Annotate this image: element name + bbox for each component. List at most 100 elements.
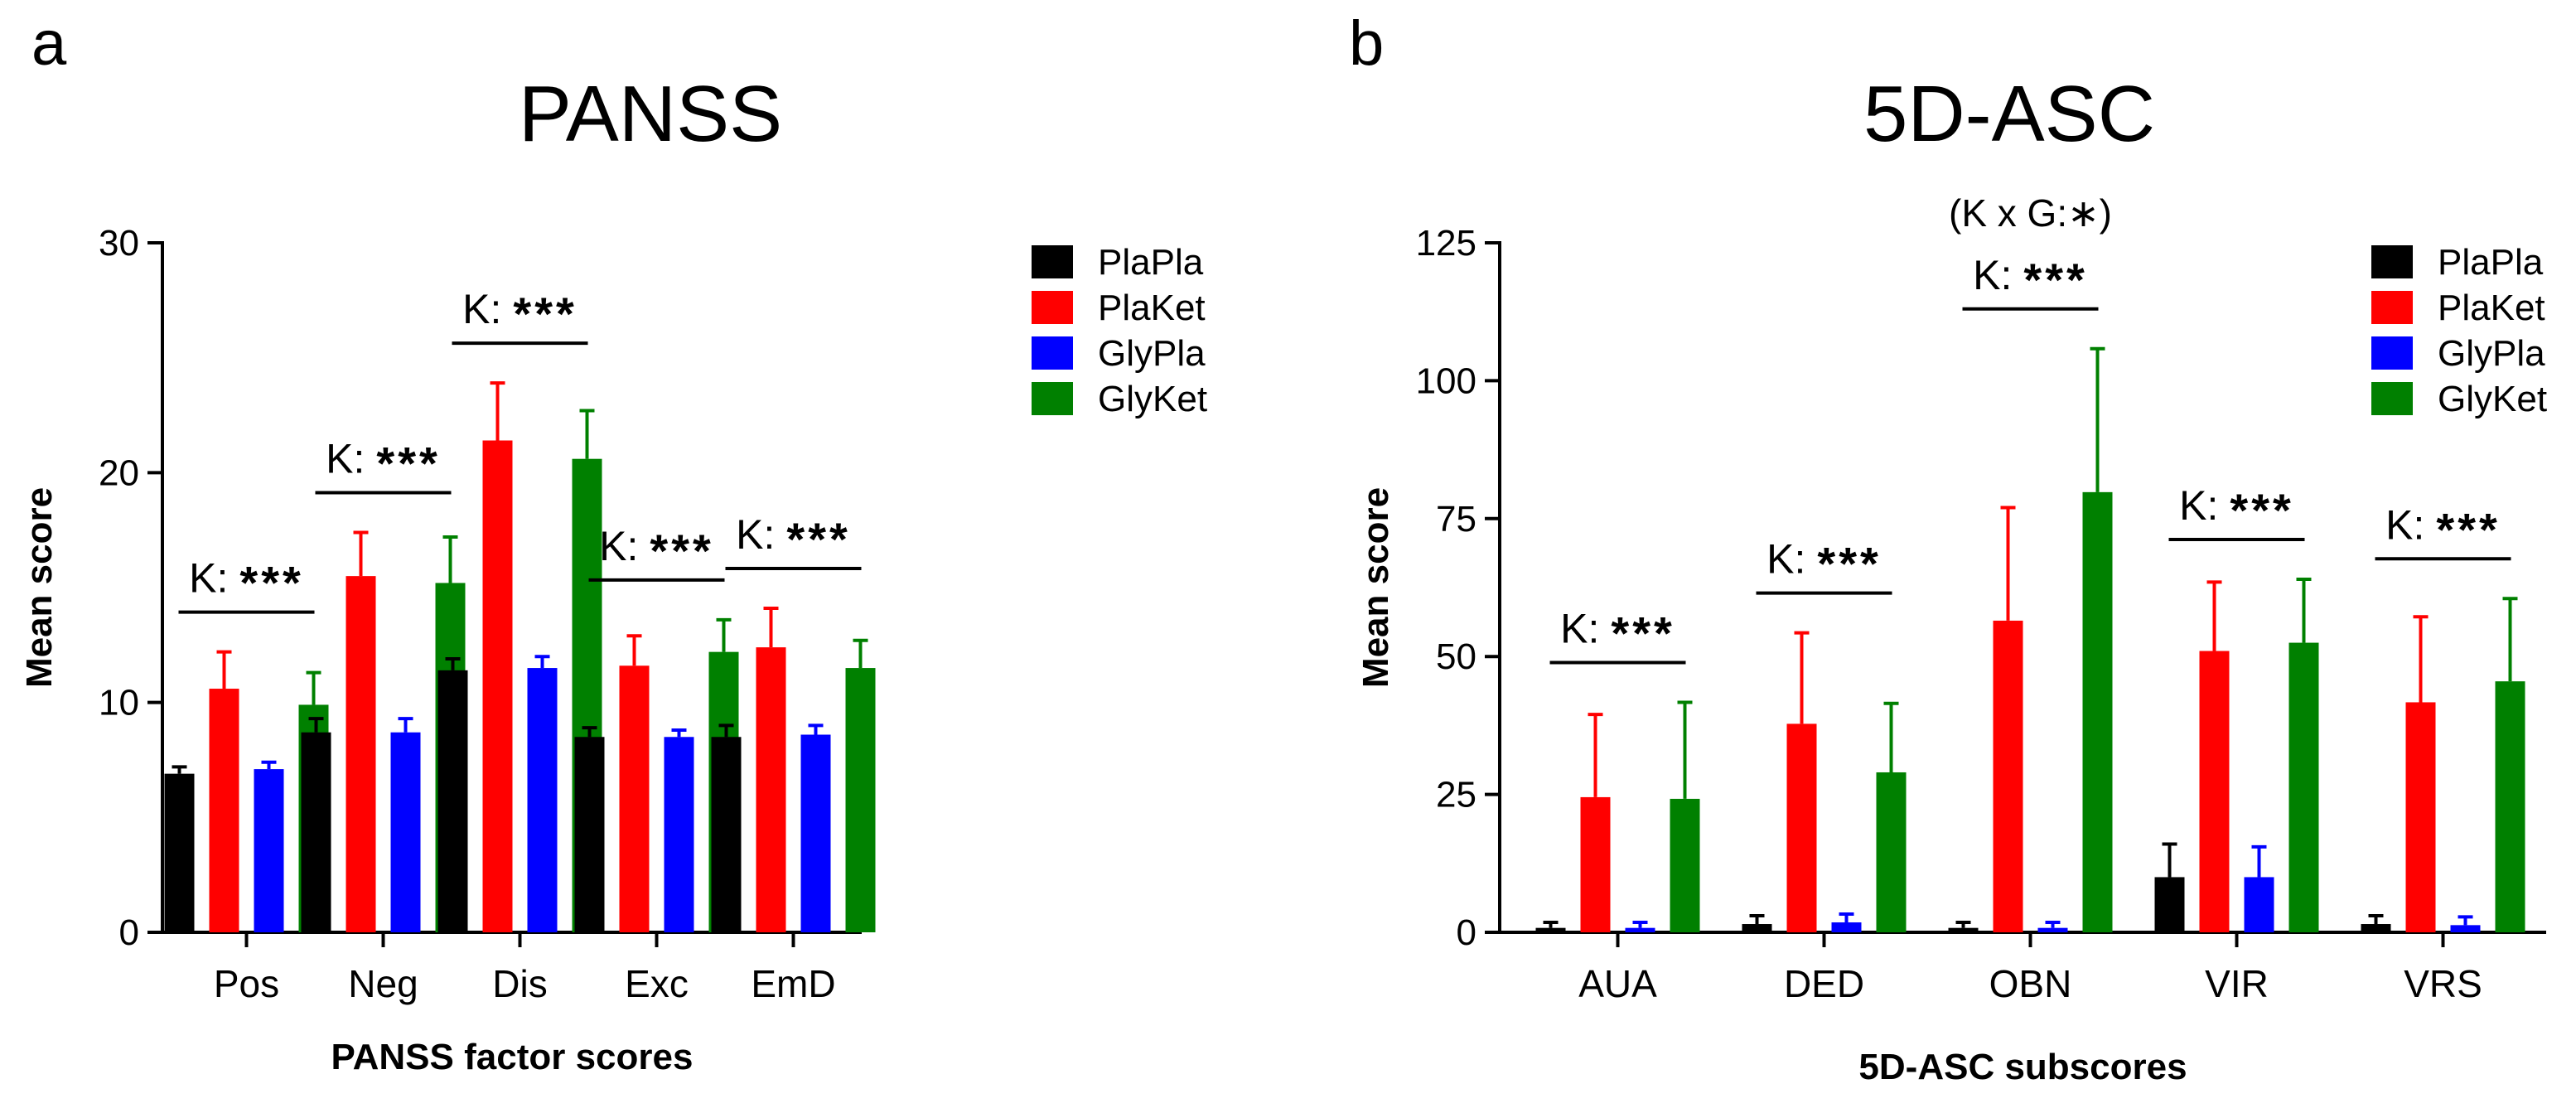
bar-PlaKet xyxy=(209,689,239,932)
legend-label-PlaPla: PlaPla xyxy=(1098,242,1204,283)
significance-stars: *** xyxy=(239,557,303,609)
bar-GlyKet xyxy=(1876,772,1907,932)
x-category-label: VRS xyxy=(2404,962,2482,1005)
significance-stars: *** xyxy=(2436,503,2500,555)
bar-GlyPla xyxy=(2037,927,2068,932)
legend-swatch-GlyPla xyxy=(2371,336,2413,370)
significance-stars: *** xyxy=(650,525,713,577)
bar-GlyKet xyxy=(2288,642,2319,932)
legend-swatch-PlaKet xyxy=(2371,291,2413,324)
y-tick-label: 0 xyxy=(119,912,139,953)
legend-label-PlaPla: PlaPla xyxy=(2438,242,2544,283)
x-category-label: EmD xyxy=(751,962,835,1005)
significance-k-label: K: xyxy=(2179,482,2218,529)
y-tick-label: 10 xyxy=(99,683,139,723)
bar-PlaPla xyxy=(164,773,195,932)
bar-GlyKet xyxy=(2082,491,2113,932)
significance-stars: *** xyxy=(786,513,850,565)
bar-GlyPla xyxy=(527,668,558,932)
bar-PlaKet xyxy=(1786,723,1817,932)
legend-swatch-PlaPla xyxy=(2371,245,2413,278)
legend-swatch-GlyKet xyxy=(2371,382,2413,415)
panel-letter: a xyxy=(31,8,67,79)
significance-k-label: K: xyxy=(1560,605,1599,651)
x-axis-title: 5D-ASC subscores xyxy=(1858,1047,2187,1087)
bar-GlyPla xyxy=(800,734,831,932)
legend-label-GlyPla: GlyPla xyxy=(2438,333,2545,374)
x-category-label: OBN xyxy=(1989,962,2072,1005)
y-tick-label: 125 xyxy=(1416,223,1476,264)
bar-GlyPla xyxy=(390,732,421,932)
y-tick-label: 100 xyxy=(1416,360,1476,401)
x-category-label: Dis xyxy=(492,962,547,1005)
bar-PlaPla xyxy=(2361,924,2391,932)
bar-GlyKet xyxy=(845,668,876,932)
bar-PlaKet xyxy=(2405,702,2436,932)
significance-k-label: K: xyxy=(326,435,365,481)
significance-stars: *** xyxy=(376,437,440,489)
significance-k-label: K: xyxy=(599,523,638,569)
y-axis-title: Mean score xyxy=(1356,487,1396,688)
bar-PlaKet xyxy=(1580,796,1611,932)
significance-label: K: *** xyxy=(1560,605,1675,659)
legend-swatch-PlaKet xyxy=(1032,291,1073,324)
significance-stars: *** xyxy=(2230,484,2293,536)
bar-PlaPla xyxy=(301,732,331,932)
bar-PlaKet xyxy=(619,665,650,932)
interaction-label: (K x G:∗) xyxy=(1949,191,2112,235)
significance-k-label: K: xyxy=(189,555,228,602)
bar-GlyPla xyxy=(1831,922,1862,932)
legend-swatch-GlyPla xyxy=(1032,336,1073,370)
bar-PlaKet xyxy=(482,440,513,932)
x-category-label: AUA xyxy=(1578,962,1657,1005)
significance-k-label: K: xyxy=(736,511,775,558)
bar-PlaPla xyxy=(1948,927,1979,932)
y-tick-label: 25 xyxy=(1436,775,1476,815)
significance-label: K: *** xyxy=(2385,501,2501,555)
bar-PlaPla xyxy=(437,670,468,932)
legend-swatch-GlyKet xyxy=(1032,382,1073,415)
x-category-label: VIR xyxy=(2205,962,2269,1005)
legend-label-PlaKet: PlaKet xyxy=(2438,288,2545,328)
panel-letter: b xyxy=(1349,8,1384,79)
legend-label-PlaKet: PlaKet xyxy=(1098,288,1206,328)
legend-label-GlyPla: GlyPla xyxy=(1098,333,1206,374)
bar-PlaPla xyxy=(574,737,605,932)
y-tick-label: 75 xyxy=(1436,499,1476,539)
y-tick-label: 50 xyxy=(1436,636,1476,677)
legend-label-GlyKet: GlyKet xyxy=(2438,379,2547,419)
significance-k-label: K: xyxy=(462,286,501,332)
significance-stars: *** xyxy=(2023,254,2087,306)
significance-label: K: *** xyxy=(189,555,304,609)
significance-label: K: *** xyxy=(1766,536,1882,590)
bar-GlyPla xyxy=(664,737,694,932)
x-category-label: Neg xyxy=(348,962,418,1005)
significance-label: K: *** xyxy=(1973,252,2088,306)
y-tick-label: 30 xyxy=(99,223,139,264)
y-tick-label: 0 xyxy=(1457,912,1476,953)
bar-PlaPla xyxy=(1742,924,1772,932)
bar-PlaKet xyxy=(2199,651,2230,932)
significance-k-label: K: xyxy=(2385,501,2424,548)
legend-label-GlyKet: GlyKet xyxy=(1098,379,1207,419)
bar-PlaPla xyxy=(2154,877,2185,932)
significance-stars: *** xyxy=(1611,607,1675,659)
x-category-label: Exc xyxy=(625,962,689,1005)
bar-GlyPla xyxy=(254,769,284,932)
bar-GlyKet xyxy=(1670,798,1700,932)
bar-PlaPla xyxy=(711,737,742,932)
bar-GlyKet xyxy=(2495,681,2525,932)
y-tick-label: 20 xyxy=(99,452,139,493)
significance-label: K: *** xyxy=(326,435,441,489)
bar-PlaPla xyxy=(1535,927,1566,932)
bar-PlaKet xyxy=(346,576,376,932)
significance-label: K: *** xyxy=(2179,482,2294,536)
bar-PlaKet xyxy=(756,647,786,932)
y-axis-title: Mean score xyxy=(19,487,60,688)
bar-GlyPla xyxy=(2244,877,2274,932)
chart-title: 5D-ASC xyxy=(1863,70,2155,158)
significance-k-label: K: xyxy=(1766,536,1805,583)
x-category-label: Pos xyxy=(214,962,279,1005)
